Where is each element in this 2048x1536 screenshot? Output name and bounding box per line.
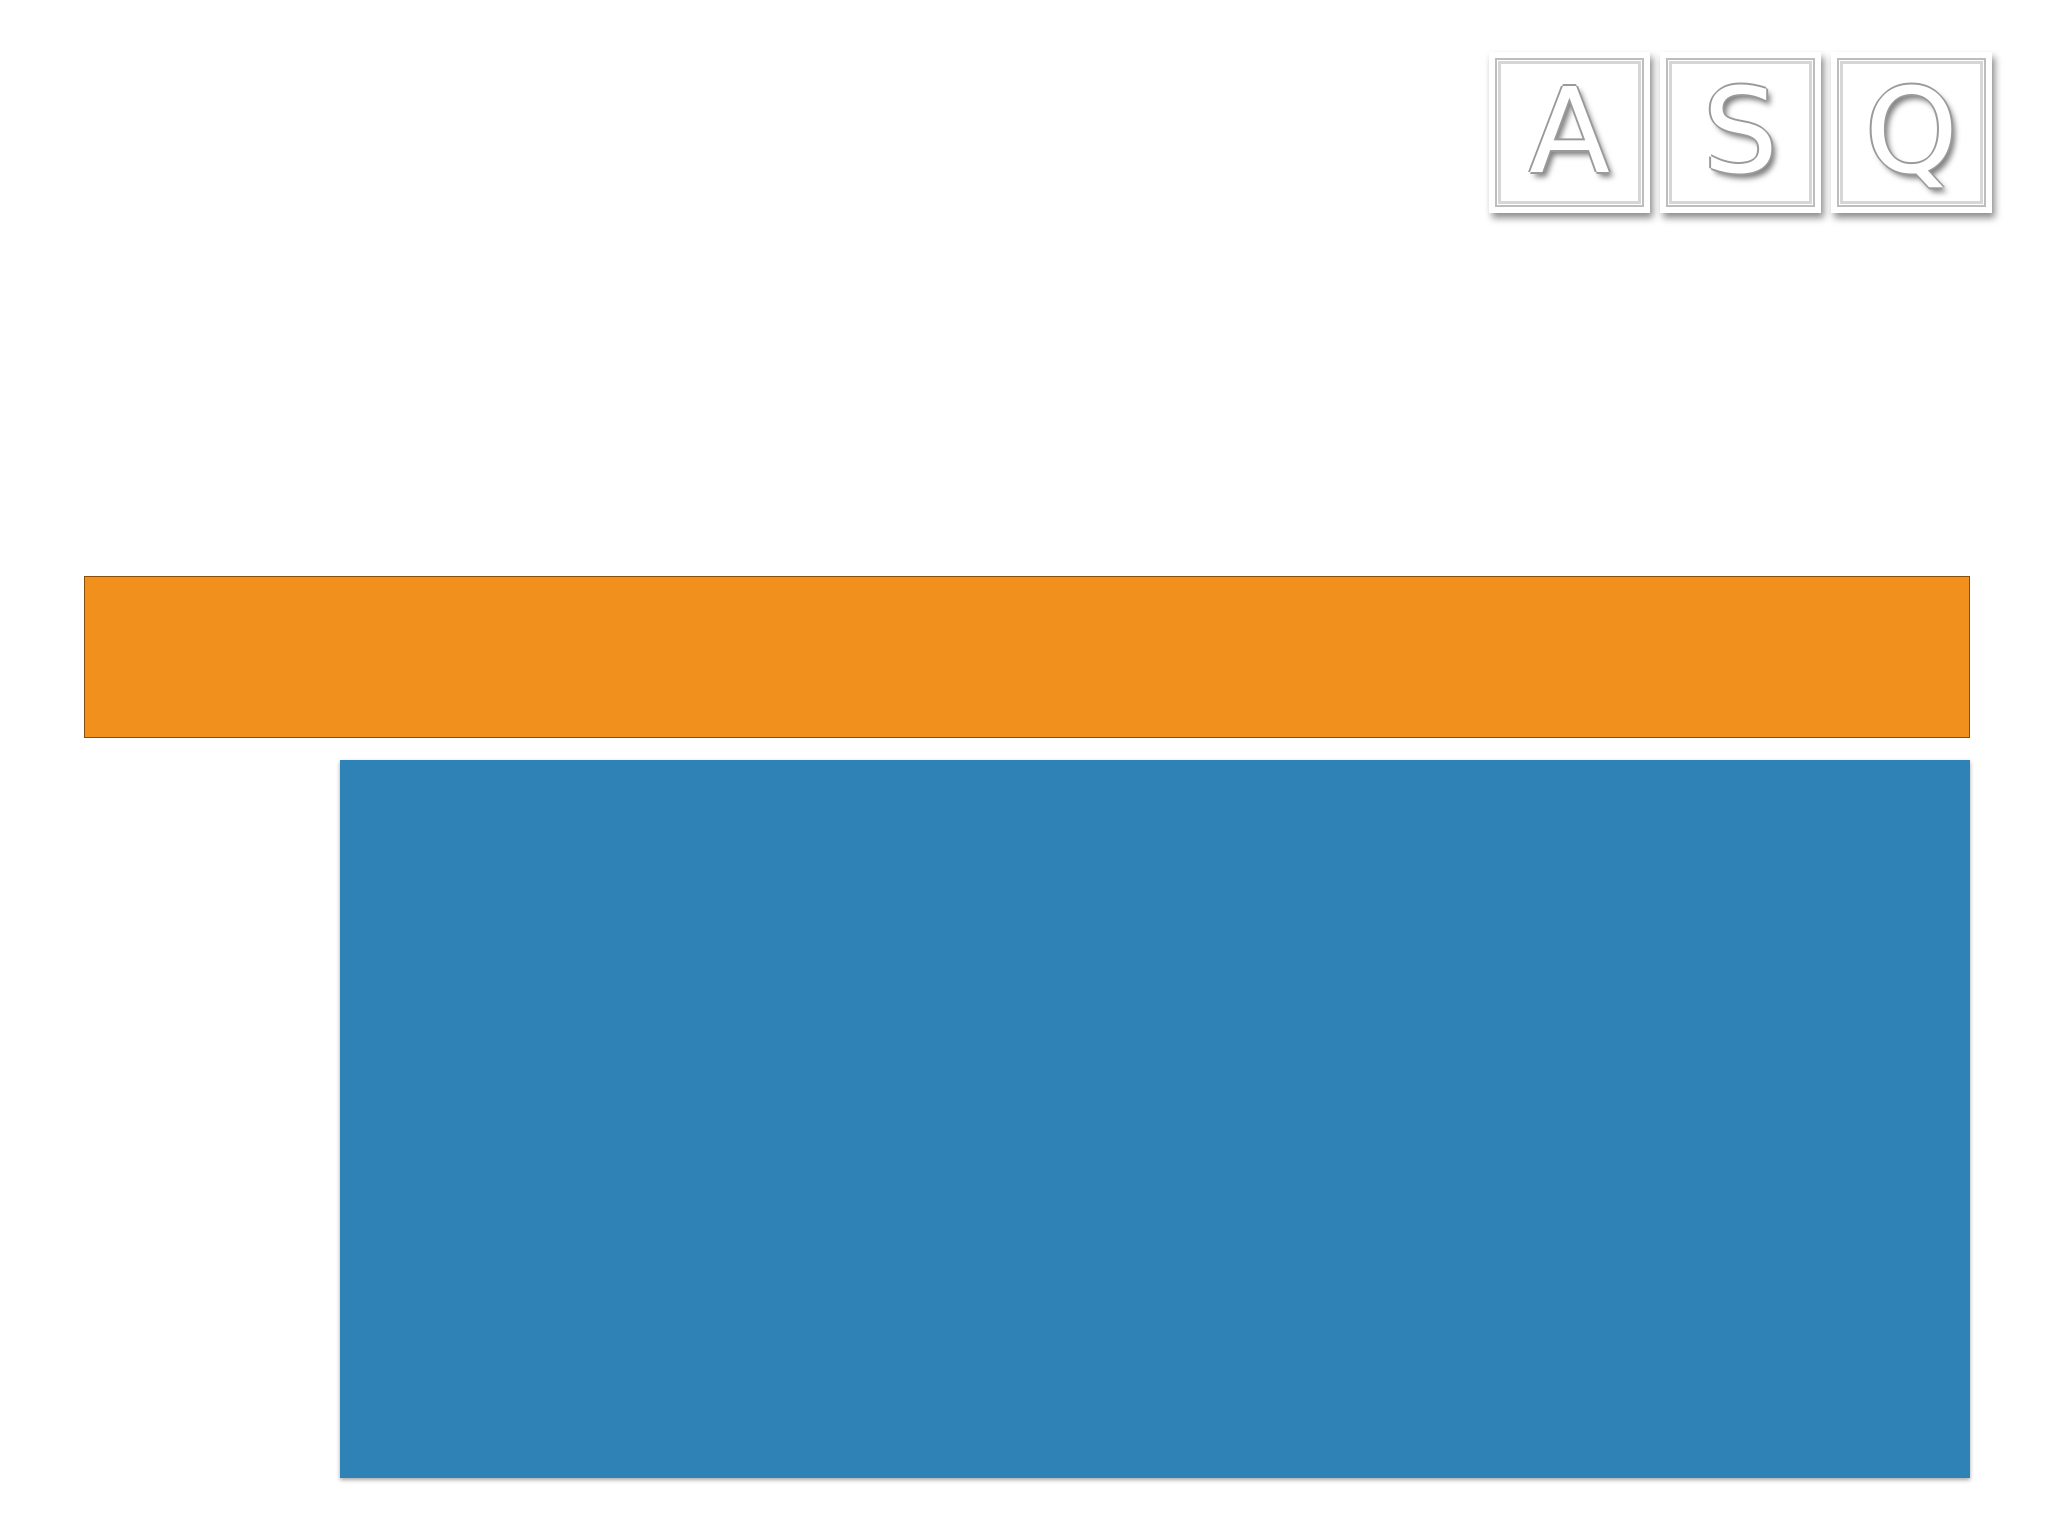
content-panel xyxy=(340,760,1970,1478)
logo-tile-s: S xyxy=(1660,52,1821,213)
logo-letter: Q xyxy=(1865,61,1958,200)
logo-tile-a: A xyxy=(1489,52,1650,213)
logo-tile-q: Q xyxy=(1831,52,1992,213)
asq-logo: A S Q xyxy=(1489,52,1992,213)
logo-letter: A xyxy=(1529,61,1610,200)
logo-letter: S xyxy=(1703,61,1778,200)
title-bar xyxy=(84,576,1970,738)
